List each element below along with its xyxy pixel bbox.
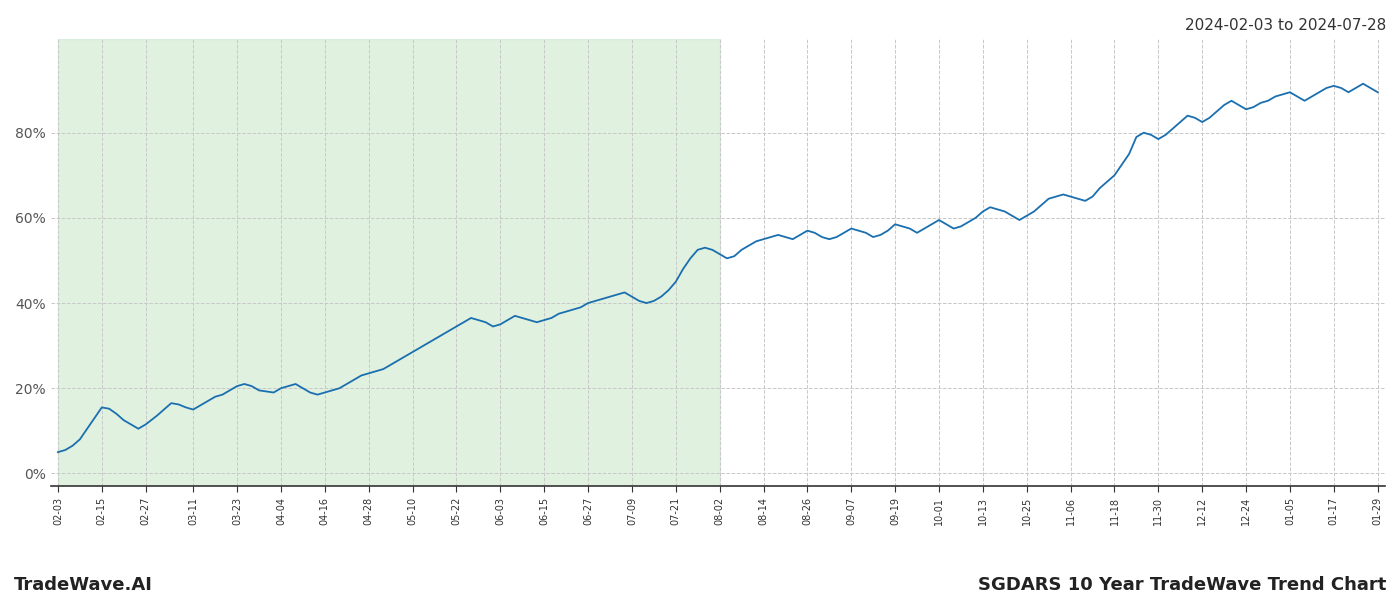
Text: TradeWave.AI: TradeWave.AI <box>14 576 153 594</box>
Bar <box>57 39 720 486</box>
Text: 2024-02-03 to 2024-07-28: 2024-02-03 to 2024-07-28 <box>1184 18 1386 33</box>
Text: SGDARS 10 Year TradeWave Trend Chart: SGDARS 10 Year TradeWave Trend Chart <box>977 576 1386 594</box>
